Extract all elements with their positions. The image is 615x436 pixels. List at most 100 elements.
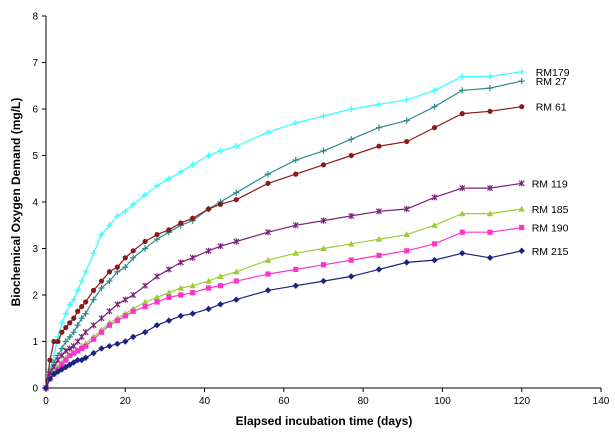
- data-point: [431, 256, 438, 264]
- series-label: RM 61: [536, 102, 567, 114]
- data-point: [114, 264, 120, 270]
- data-point: [217, 301, 224, 308]
- series-rm215: [42, 247, 525, 392]
- data-point: [166, 227, 172, 233]
- data-point: [90, 287, 97, 293]
- series-rm185: [42, 205, 525, 391]
- data-point: [519, 224, 525, 231]
- data-point: [153, 322, 161, 329]
- data-point: [59, 329, 65, 335]
- data-point: [74, 356, 81, 364]
- data-point: [98, 284, 105, 292]
- data-point: [486, 73, 494, 80]
- data-point: [320, 245, 327, 252]
- data-point: [177, 312, 184, 320]
- data-point: [348, 136, 355, 143]
- data-point: [106, 308, 113, 315]
- data-point: [54, 368, 62, 375]
- data-point: [122, 338, 129, 345]
- series-label: RM 185: [532, 204, 569, 216]
- data-point: [71, 350, 77, 356]
- data-point: [348, 152, 354, 159]
- data-point: [178, 220, 184, 226]
- data-point: [233, 197, 239, 203]
- data-point: [63, 324, 69, 331]
- data-point: [83, 343, 89, 349]
- series-group: [42, 68, 525, 392]
- data-point: [217, 283, 224, 289]
- data-point: [486, 254, 494, 261]
- series-rm61: [43, 104, 525, 391]
- data-point: [217, 243, 224, 250]
- data-point: [165, 289, 173, 296]
- data-point: [98, 315, 105, 322]
- data-point: [459, 73, 466, 80]
- data-point: [130, 308, 136, 314]
- data-point: [320, 277, 327, 285]
- data-point: [165, 317, 173, 324]
- data-point: [130, 254, 137, 261]
- data-point: [519, 104, 525, 110]
- x-tick-label: 80: [358, 396, 370, 407]
- data-point: [55, 338, 61, 345]
- data-point: [62, 338, 69, 345]
- data-point: [217, 147, 224, 154]
- data-point: [376, 143, 382, 149]
- data-point: [205, 277, 212, 284]
- data-point: [217, 273, 224, 279]
- series-label: RM179: [536, 67, 570, 79]
- series-rm190: [43, 224, 525, 391]
- data-point: [142, 191, 149, 199]
- data-point: [348, 257, 354, 263]
- data-point: [264, 287, 272, 294]
- data-point: [177, 168, 184, 175]
- data-point: [78, 315, 85, 322]
- data-point: [153, 293, 161, 300]
- data-point: [459, 210, 466, 217]
- data-point: [75, 348, 81, 354]
- data-point: [217, 201, 224, 207]
- data-point: [98, 329, 105, 335]
- data-point: [459, 184, 466, 192]
- data-point: [90, 250, 97, 257]
- data-point: [130, 201, 137, 208]
- data-point: [320, 147, 327, 154]
- data-point: [459, 111, 465, 117]
- data-point: [518, 78, 525, 85]
- y-axis-title: Biochemical Oxygen Demand (mg/L): [9, 98, 23, 307]
- data-point: [141, 329, 149, 336]
- data-point: [58, 319, 65, 326]
- data-point: [264, 129, 272, 136]
- data-point: [348, 212, 355, 220]
- data-point: [233, 278, 239, 284]
- data-point: [431, 241, 438, 247]
- data-point: [518, 205, 525, 212]
- data-point: [265, 229, 271, 236]
- data-point: [189, 254, 196, 261]
- data-point: [320, 112, 327, 120]
- data-point: [114, 301, 121, 308]
- data-point: [486, 210, 494, 217]
- data-point: [79, 304, 85, 310]
- data-point: [292, 222, 299, 229]
- x-tick-label: 120: [513, 396, 530, 407]
- data-point: [165, 266, 172, 273]
- data-point: [177, 284, 184, 291]
- x-tick-label: 0: [43, 396, 49, 407]
- data-point: [375, 124, 383, 131]
- data-point: [264, 171, 272, 178]
- data-point: [205, 206, 212, 212]
- series-label: RM 190: [532, 223, 569, 235]
- data-point: [122, 255, 128, 261]
- data-point: [106, 322, 113, 328]
- data-point: [459, 87, 466, 94]
- data-point: [403, 259, 410, 266]
- data-point: [431, 194, 438, 201]
- y-tick-label: 3: [32, 244, 38, 255]
- data-point: [59, 362, 65, 368]
- data-point: [264, 256, 272, 263]
- data-point: [487, 229, 493, 235]
- x-tick-label: 140: [593, 396, 610, 407]
- data-point: [403, 231, 410, 238]
- data-point: [142, 304, 148, 310]
